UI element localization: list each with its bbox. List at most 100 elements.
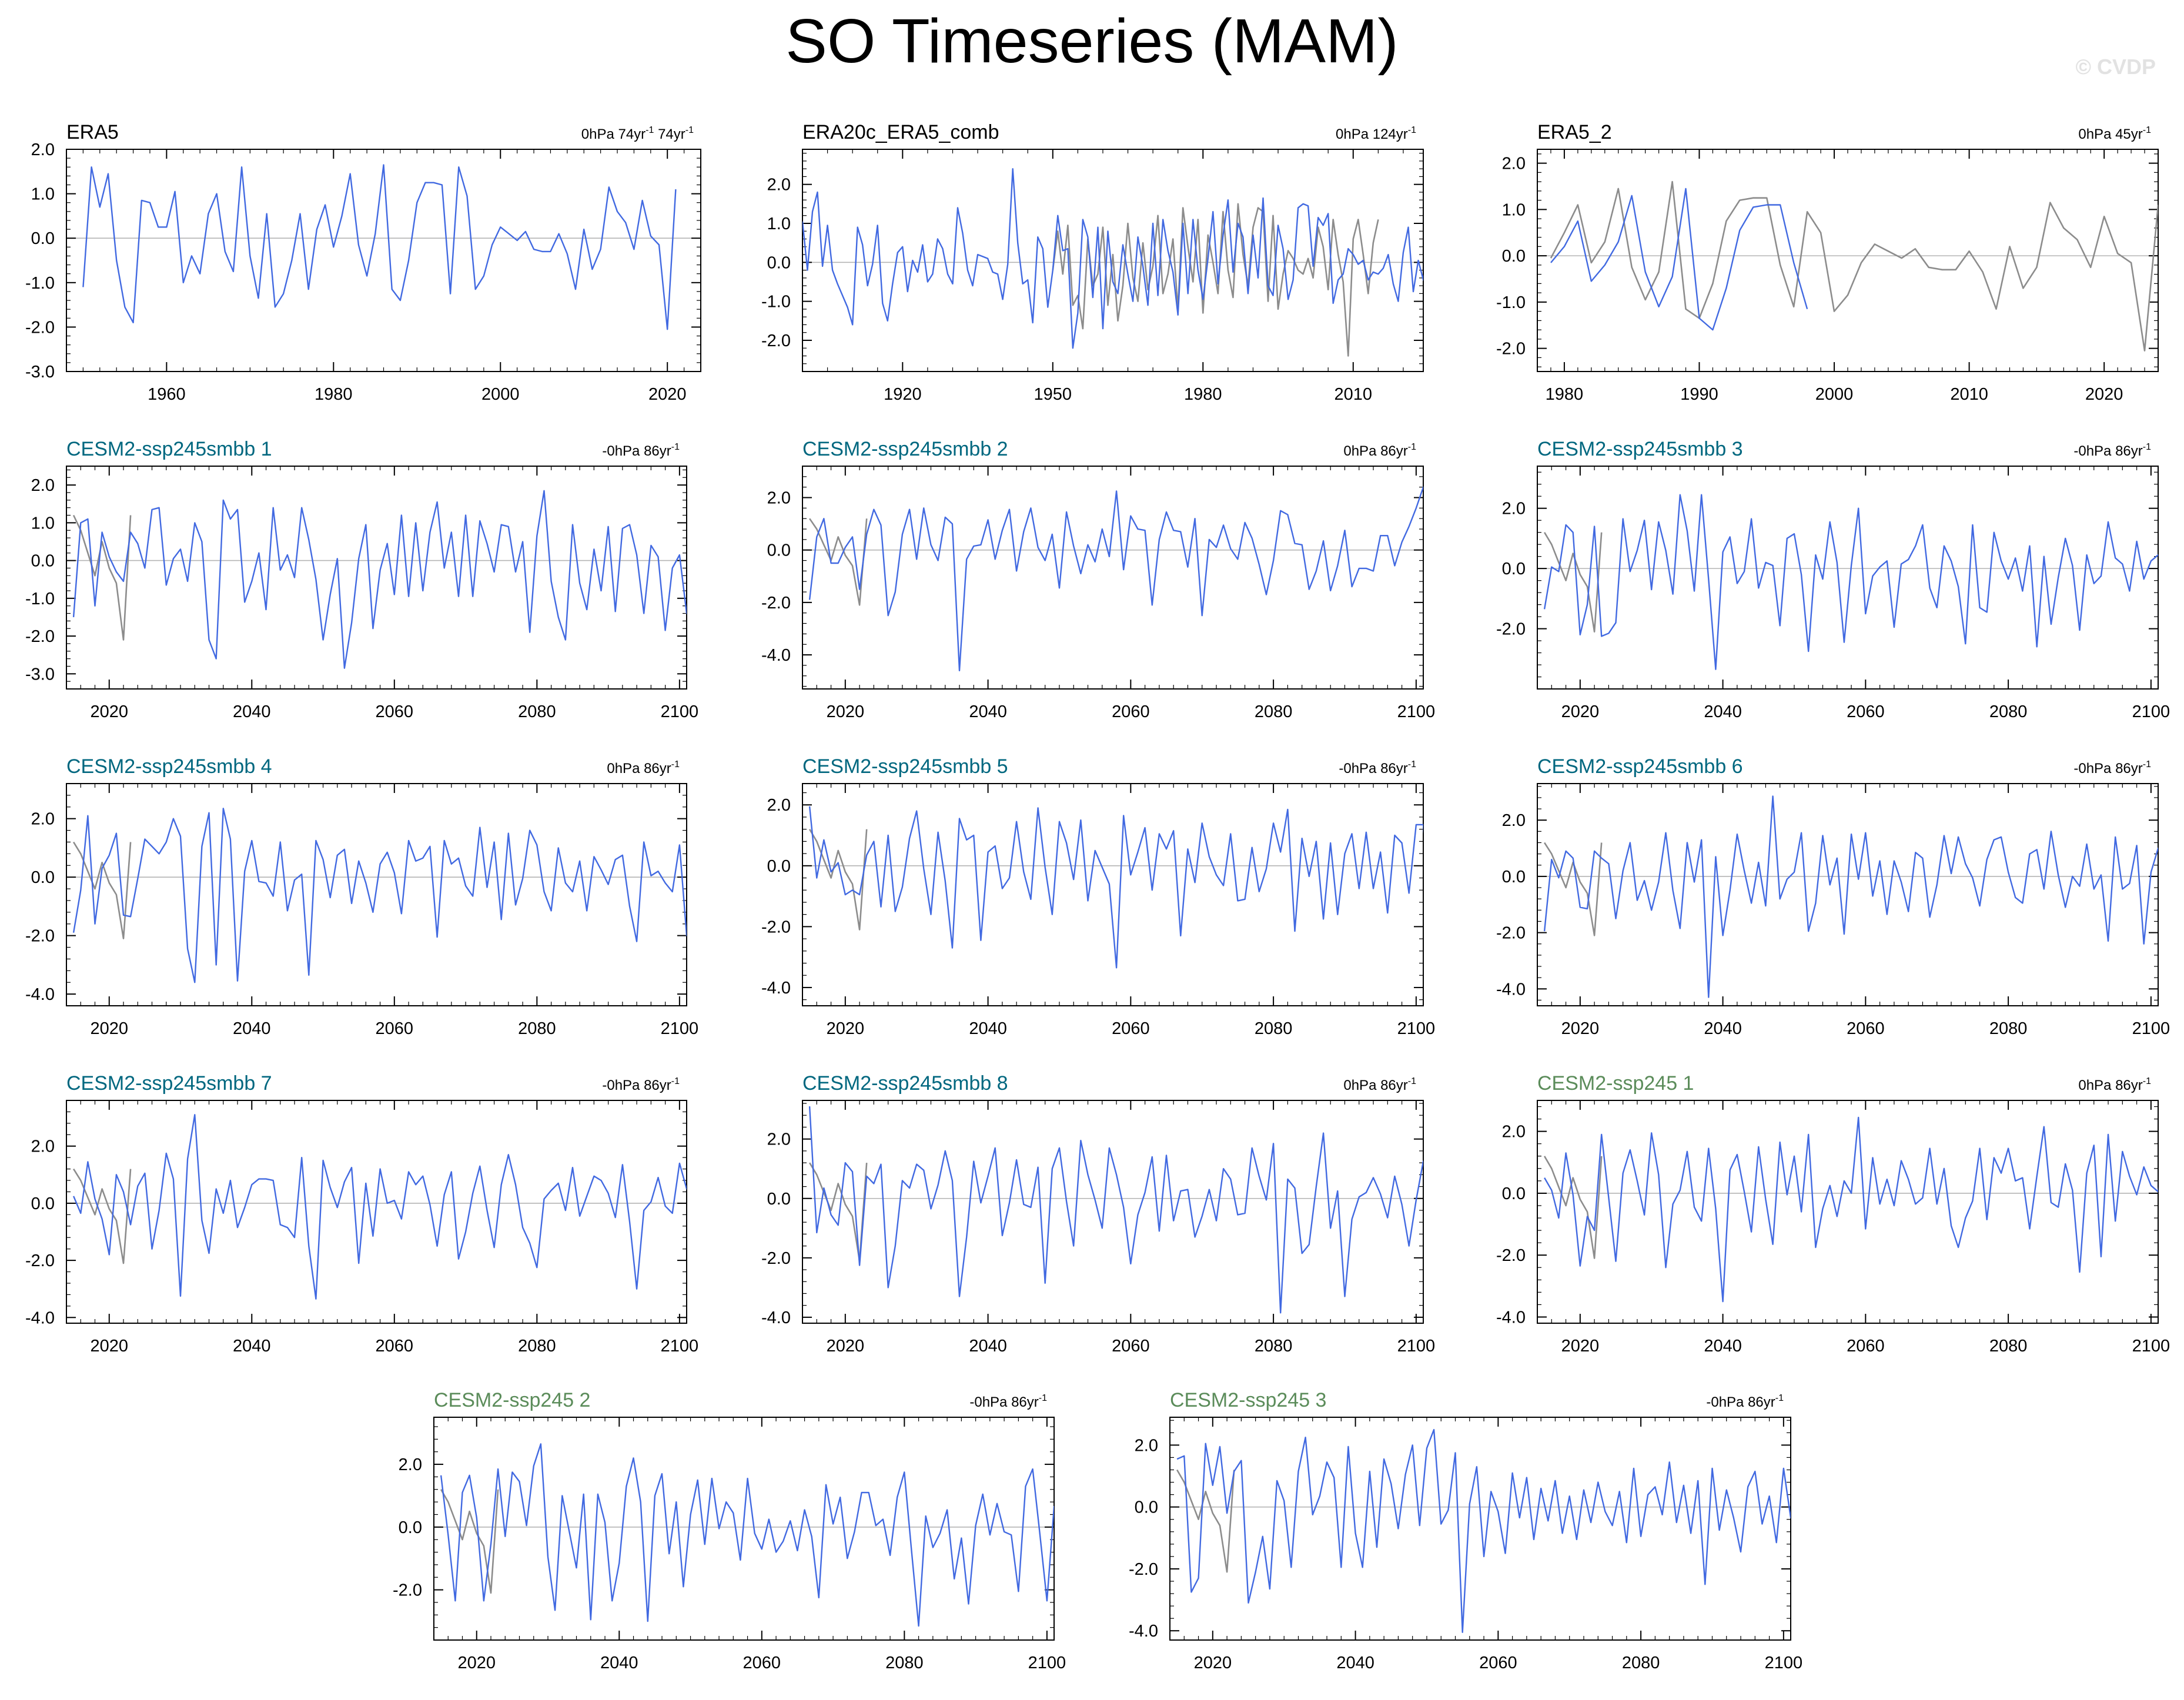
x-tick-label: 2040 bbox=[1704, 1337, 1742, 1356]
y-tick-label: 1.0 bbox=[1502, 200, 1526, 219]
subtitle-text: 74yr bbox=[654, 126, 685, 142]
x-tick-label: 1960 bbox=[148, 385, 186, 404]
x-tick-label: 2020 bbox=[827, 1337, 865, 1356]
x-tick-label: 2080 bbox=[1255, 1019, 1293, 1038]
x-tick-label: 2100 bbox=[661, 702, 699, 721]
model-series-line bbox=[808, 486, 1423, 672]
y-tick-label: 0.0 bbox=[1502, 247, 1526, 266]
x-tick-label: 2040 bbox=[600, 1654, 638, 1672]
x-tick-label: 2100 bbox=[2132, 702, 2170, 721]
y-tick-label: 0.0 bbox=[1502, 1184, 1526, 1203]
subtitle-text: 0hPa 74yr bbox=[581, 126, 645, 142]
panel-subtitle: 0hPa 124yr-1 bbox=[1336, 125, 1416, 142]
chart-panel: CESM2-ssp245smbb 5 -0hPa 86yr-1 2020 2040 20… bbox=[761, 755, 1435, 1038]
y-tick-label: -2.0 bbox=[761, 332, 791, 350]
subtitle-exponent: -1 bbox=[2143, 1076, 2151, 1086]
y-tick-label: 2.0 bbox=[767, 796, 791, 815]
subtitle-exponent: -1 bbox=[1408, 442, 1416, 452]
obs-series-line bbox=[1544, 842, 1603, 936]
x-tick-label: 2080 bbox=[1622, 1654, 1660, 1672]
x-tick-label: 2080 bbox=[885, 1654, 924, 1672]
y-tick-label: 0.0 bbox=[31, 552, 55, 571]
subtitle-text: 0hPa 45yr bbox=[2078, 126, 2142, 142]
panel-subtitle: -0hPa 86yr-1 bbox=[969, 1393, 1047, 1410]
y-tick-label: -2.0 bbox=[25, 627, 55, 646]
y-tick-label: 2.0 bbox=[767, 176, 791, 195]
obs-series-line bbox=[72, 841, 132, 939]
y-tick-label: 2.0 bbox=[767, 1130, 791, 1149]
panel-subtitle: 0hPa 86yr-1 bbox=[2078, 1076, 2151, 1093]
y-tick-label: -2.0 bbox=[393, 1581, 422, 1600]
y-tick-label: -1.0 bbox=[761, 293, 791, 312]
y-tick-label: -4.0 bbox=[25, 985, 55, 1004]
y-tick-label: 2.0 bbox=[31, 810, 55, 829]
x-tick-label: 2020 bbox=[1561, 1019, 1600, 1038]
x-tick-label: 2020 bbox=[2085, 385, 2123, 404]
x-tick-label: 2080 bbox=[518, 1337, 556, 1356]
subtitle-text: 0hPa 124yr bbox=[1336, 126, 1408, 142]
panel-subtitle: -0hPa 86yr-1 bbox=[602, 442, 680, 459]
x-tick-label: 2040 bbox=[969, 1019, 1007, 1038]
watermark-text: © CVDP bbox=[2075, 55, 2156, 79]
chart-panel: CESM2-ssp245smbb 6 -0hPa 86yr-1 2020 2040 20… bbox=[1496, 755, 2170, 1038]
plot-frame bbox=[1537, 1100, 2159, 1324]
panel-title: CESM2-ssp245smbb 4 bbox=[66, 755, 272, 778]
chart-panel: CESM2-ssp245smbb 2 0hPa 86yr-1 2020 2040 206… bbox=[761, 438, 1435, 721]
x-tick-label: 2020 bbox=[1561, 702, 1600, 721]
chart-panel: ERA20c_ERA5_comb 0hPa 124yr-1 1920 1950 1980… bbox=[761, 121, 1424, 404]
x-tick-label: 2060 bbox=[1112, 1337, 1150, 1356]
y-tick-label: -2.0 bbox=[1496, 924, 1526, 943]
x-tick-label: 2020 bbox=[827, 702, 865, 721]
y-tick-label: 0.0 bbox=[1502, 560, 1526, 578]
model-series-line bbox=[1550, 188, 1808, 331]
obs-series-line bbox=[808, 829, 868, 931]
y-tick-label: -2.0 bbox=[25, 927, 55, 946]
y-tick-label: 2.0 bbox=[1502, 811, 1526, 830]
y-tick-label: -1.0 bbox=[25, 590, 55, 608]
x-tick-label: 2060 bbox=[376, 702, 414, 721]
x-tick-label: 2040 bbox=[1704, 702, 1742, 721]
subtitle-exponent: -1 bbox=[2143, 442, 2151, 452]
y-tick-label: 0.0 bbox=[399, 1518, 422, 1537]
subtitle-exponent: -1 bbox=[671, 1076, 680, 1086]
x-tick-label: 2020 bbox=[1561, 1337, 1600, 1356]
subtitle-exponent: -1 bbox=[1408, 125, 1416, 135]
plot-frame bbox=[66, 466, 687, 690]
x-tick-label: 1990 bbox=[1680, 385, 1718, 404]
y-tick-label: -2.0 bbox=[761, 918, 791, 936]
panel-subtitle: -0hPa 86yr-1 bbox=[2073, 759, 2151, 777]
model-series-line bbox=[72, 808, 687, 983]
model-series-line bbox=[72, 1114, 687, 1300]
subtitle-exponent: -1 bbox=[2143, 125, 2151, 135]
model-series-line bbox=[1543, 795, 2158, 998]
subtitle-exponent: -1 bbox=[1408, 759, 1416, 769]
x-tick-label: 2100 bbox=[2132, 1019, 2170, 1038]
chart-panel: CESM2-ssp245smbb 7 -0hPa 86yr-1 2020 2040 20… bbox=[25, 1072, 698, 1356]
y-tick-label: 0.0 bbox=[767, 1190, 791, 1209]
panel-title: CESM2-ssp245smbb 2 bbox=[802, 438, 1008, 460]
model-series-line bbox=[1543, 494, 2158, 670]
y-tick-label: -4.0 bbox=[1129, 1622, 1158, 1641]
x-tick-label: 2020 bbox=[1194, 1654, 1232, 1672]
panel-title: CESM2-ssp245smbb 3 bbox=[1537, 438, 1743, 460]
subtitle-exponent: -1 bbox=[1039, 1393, 1047, 1403]
chart-panel: CESM2-ssp245 2 -0hPa 86yr-1 2020 2040 2060 20… bbox=[393, 1389, 1066, 1672]
chart-panel: CESM2-ssp245smbb 4 0hPa 86yr-1 2020 2040 206… bbox=[25, 755, 698, 1038]
x-tick-label: 2080 bbox=[518, 1019, 556, 1038]
y-tick-label: -4.0 bbox=[25, 1309, 55, 1327]
subtitle-exponent: -1 bbox=[2143, 759, 2151, 769]
y-tick-label: -4.0 bbox=[761, 646, 791, 665]
panel-title: CESM2-ssp245smbb 5 bbox=[802, 755, 1008, 778]
x-tick-label: 2020 bbox=[91, 1019, 129, 1038]
panel-subtitle: -0hPa 86yr-1 bbox=[1339, 759, 1416, 777]
y-tick-label: -1.0 bbox=[1496, 293, 1526, 312]
subtitle-text: -0hPa 86yr bbox=[602, 443, 671, 459]
model-series-line bbox=[440, 1443, 1054, 1627]
x-tick-label: 2040 bbox=[1704, 1019, 1742, 1038]
y-tick-label: 0.0 bbox=[31, 229, 55, 248]
panel-title: CESM2-ssp245smbb 1 bbox=[66, 438, 272, 460]
y-tick-label: -1.0 bbox=[25, 274, 55, 293]
obs-series-line bbox=[1543, 1156, 1603, 1259]
x-tick-label: 2040 bbox=[969, 702, 1007, 721]
subtitle-text: -0hPa 86yr bbox=[2073, 761, 2142, 777]
